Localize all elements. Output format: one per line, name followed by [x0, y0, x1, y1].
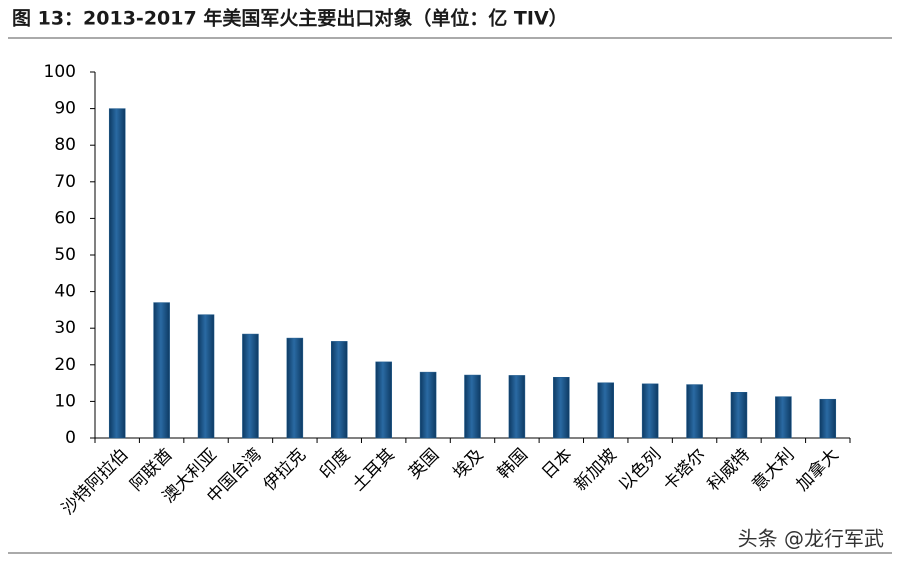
- bar: [686, 384, 703, 439]
- x-tick-label: 英国: [405, 445, 443, 483]
- bar: [153, 302, 170, 439]
- x-tick-label: 加拿大: [792, 444, 843, 495]
- x-tick-label: 以色列: [615, 445, 665, 495]
- y-tick-label: 40: [54, 282, 76, 302]
- bar: [775, 396, 792, 439]
- bar: [730, 392, 748, 439]
- bar: [286, 337, 304, 439]
- x-tick-label: 日本: [538, 445, 576, 483]
- watermark: 头条 @龙行军武: [738, 527, 884, 551]
- y-tick-label: 0: [65, 428, 76, 448]
- y-tick-label: 60: [54, 208, 76, 228]
- x-tick-label: 科威特: [704, 445, 754, 495]
- bar: [108, 108, 126, 439]
- y-tick-label: 20: [54, 355, 76, 375]
- bar: [553, 376, 570, 439]
- bar: [641, 383, 659, 439]
- x-tick-label: 埃及: [449, 445, 487, 483]
- bar: [508, 375, 526, 439]
- x-tick-label: 韩国: [494, 445, 532, 483]
- x-tick-label: 土耳其: [349, 445, 399, 495]
- bar: [331, 341, 348, 439]
- y-tick-label: 30: [54, 318, 76, 338]
- y-tick-label: 100: [44, 62, 76, 82]
- y-tick-label: 70: [54, 172, 76, 192]
- y-tick-label: 80: [54, 135, 76, 155]
- bar: [464, 374, 481, 439]
- x-tick-label: 沙特阿拉伯: [58, 445, 132, 519]
- x-tick-label: 新加坡: [571, 445, 621, 495]
- y-tick-label: 90: [54, 99, 76, 119]
- x-tick-label: 卡塔尔: [659, 445, 709, 495]
- x-tick-label: 印度: [316, 445, 354, 483]
- x-tick-label: 意大利: [748, 445, 798, 495]
- y-tick-label: 10: [54, 391, 76, 411]
- chart-title: 图 13：2013-2017 年美国军火主要出口对象（单位：亿 TIV）: [12, 7, 568, 30]
- bar: [419, 371, 437, 439]
- y-tick-label: 50: [54, 245, 76, 265]
- bar: [197, 314, 215, 439]
- x-tick-label: 伊拉克: [260, 445, 310, 495]
- bar: [597, 382, 614, 439]
- bar: [242, 333, 259, 439]
- bar: [819, 398, 837, 439]
- bar: [375, 361, 392, 439]
